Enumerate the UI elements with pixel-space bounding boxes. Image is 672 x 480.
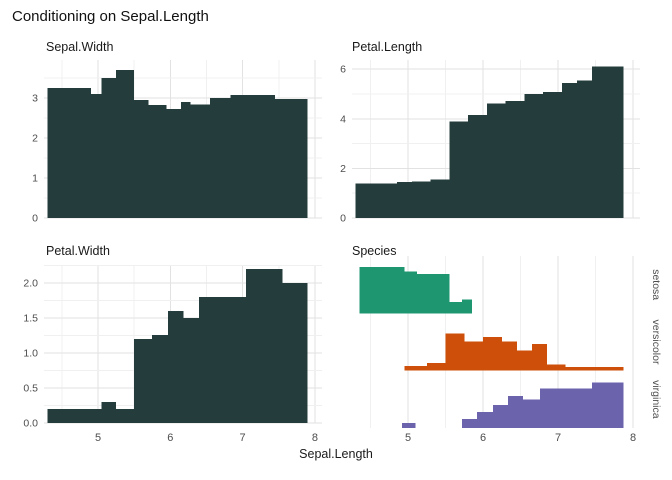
bar-segment-virginica (507, 396, 523, 428)
bar-segment (47, 409, 102, 423)
bar-segment (181, 102, 191, 218)
bar-segment (468, 115, 487, 218)
bar-segment-virginica (462, 418, 477, 428)
bar-segment (396, 182, 412, 218)
y-tick-label: 0 (32, 213, 38, 225)
bar-segment (152, 334, 169, 423)
y-tick-label: 0.5 (23, 383, 38, 395)
bar-segment-versicolor (464, 341, 483, 371)
bar-segment (230, 94, 276, 218)
bar-segment (190, 104, 211, 218)
chart-title: Conditioning on Sepal.Length (12, 8, 209, 25)
y-tick-label: 1 (32, 173, 38, 185)
bar-segment (430, 179, 450, 218)
strip-label-versicolor: versicolor (650, 320, 662, 365)
x-tick-label: 8 (312, 432, 318, 444)
x-tick-label: 5 (95, 432, 101, 444)
bar-segment (210, 98, 231, 218)
bar-segment-versicolor (516, 350, 532, 371)
bar-segment (116, 409, 135, 423)
x-tick-label: 7 (555, 432, 561, 444)
bar-segment (355, 183, 397, 218)
y-tick-label: 0 (340, 213, 346, 225)
bar-segment (543, 91, 562, 218)
y-tick-label: 2 (340, 163, 346, 175)
bar-segment (90, 94, 102, 218)
bar-segment (101, 78, 117, 218)
x-tick-label: 6 (167, 432, 173, 444)
bar-segment-virginica (540, 388, 592, 428)
y-tick-label: 3 (32, 93, 38, 105)
bar-segment (168, 311, 184, 423)
strip-label-virginica: virginica (650, 380, 662, 419)
y-tick-label: 0.0 (23, 418, 38, 430)
bar-segment (116, 70, 135, 218)
panel-title-species: Species (352, 244, 397, 258)
x-tick-label: 5 (405, 432, 411, 444)
bar-segment (505, 100, 525, 218)
bar-segment (411, 181, 431, 218)
bar-segment-versicolor (501, 341, 517, 371)
bar-segment (47, 88, 91, 218)
bar-segment-versicolor (426, 363, 446, 371)
y-tick-label: 1.0 (23, 348, 38, 360)
panel-title-petal-width: Petal.Width (46, 244, 110, 258)
bar-segment-versicolor (445, 333, 465, 371)
bar-segment-virginica (591, 382, 624, 428)
bar-segment (183, 318, 200, 423)
bar-segment-setosa (449, 302, 462, 314)
bar-segment-versicolor (565, 366, 624, 371)
bar-segment (101, 402, 117, 423)
bar-segment (166, 108, 182, 218)
panel-title-sepal-width: Sepal.Width (46, 40, 114, 54)
x-tick-label: 6 (480, 432, 486, 444)
bar-segment-versicolor (404, 365, 427, 371)
y-tick-label: 6 (340, 64, 346, 76)
bar-segment (199, 297, 247, 423)
bar-segment (576, 80, 592, 219)
bar-segment-virginica (492, 405, 508, 428)
bar-segment (591, 66, 624, 218)
strip-label-setosa: setosa (650, 269, 662, 300)
bar-segment-setosa (462, 299, 472, 314)
bar-segment-setosa (417, 273, 450, 314)
bar-segment (134, 339, 153, 423)
bar-segment-versicolor (483, 337, 502, 371)
bar-segment (134, 100, 149, 218)
bar-segment (148, 105, 167, 218)
bar-segment-setosa (359, 266, 405, 314)
bar-segment (449, 121, 468, 218)
bar-segment (524, 93, 543, 218)
bar-segment (246, 269, 283, 423)
bar-segment-virginica (477, 412, 493, 428)
bar-segment (282, 283, 308, 423)
y-tick-label: 2 (32, 133, 38, 145)
bar-segment-virginica (522, 399, 540, 428)
y-tick-label: 4 (340, 113, 346, 125)
panel-title-petal-length: Petal.Length (352, 40, 423, 54)
bar-segment-setosa (404, 271, 417, 314)
bar-segment-versicolor (546, 364, 566, 371)
bar-segment (486, 103, 506, 218)
x-tick-label: 8 (630, 432, 636, 444)
bar-segment-versicolor (531, 344, 547, 371)
y-tick-label: 1.5 (23, 313, 38, 325)
bar-segment (561, 82, 577, 219)
bar-segment-virginica (402, 423, 416, 428)
bar-segment (275, 98, 308, 218)
x-axis-title: Sepal.Length (299, 447, 373, 461)
y-tick-label: 2.0 (23, 278, 38, 290)
x-tick-label: 7 (240, 432, 246, 444)
